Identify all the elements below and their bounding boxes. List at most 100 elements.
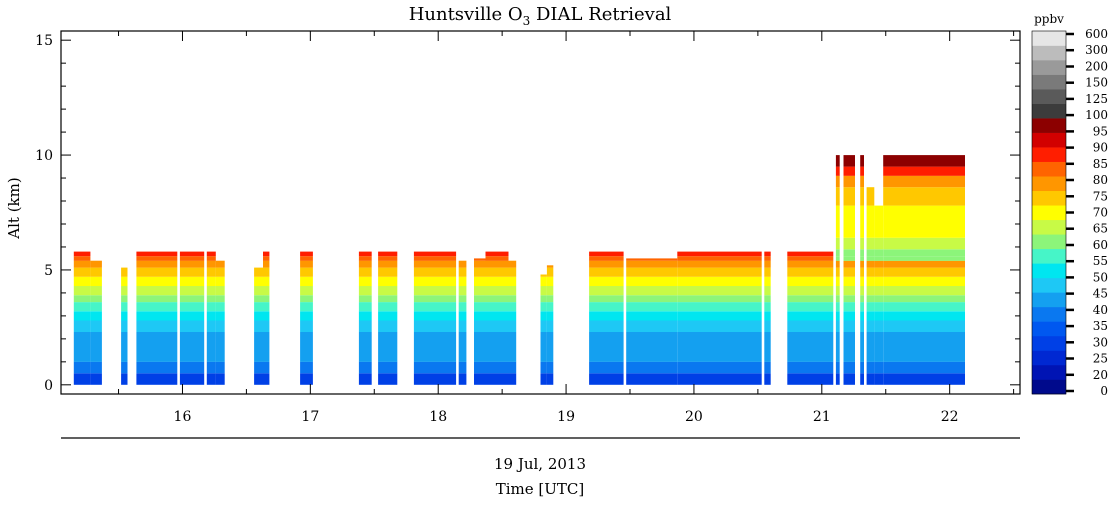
profile-cell: [300, 332, 313, 344]
colorbar-level-label: 600: [1085, 27, 1108, 41]
colorbar-level-label: 100: [1085, 108, 1108, 122]
profile-cell: [866, 260, 875, 268]
profile-cell: [883, 155, 965, 167]
profile-cell: [843, 205, 855, 224]
profile-cell: [121, 311, 128, 321]
profile-cell: [136, 267, 178, 277]
profile-segment: [179, 251, 205, 385]
profile-cell: [263, 260, 270, 268]
profile-cell: [413, 267, 457, 277]
colorbar-swatch: [1032, 147, 1066, 162]
profile-cell: [458, 295, 467, 303]
colorbar-swatch: [1032, 277, 1066, 293]
colorbar-swatch: [1032, 335, 1066, 351]
profile-cell: [474, 311, 486, 321]
profile-cell: [136, 286, 178, 296]
x-tick-label: 20: [685, 409, 703, 425]
profile-cell: [860, 320, 864, 332]
profile-cell: [540, 332, 547, 344]
profile-segment: [358, 251, 372, 385]
profile-cell: [843, 311, 855, 321]
x-tick-label: 21: [813, 409, 831, 425]
profile-cell: [843, 286, 855, 296]
profile-cell: [626, 320, 678, 332]
profile-cell: [485, 267, 509, 277]
profile-cell: [546, 276, 554, 286]
profile-cell: [883, 166, 965, 176]
profile-cell: [90, 276, 102, 286]
profile-cell: [136, 361, 178, 374]
profile-cell: [508, 267, 517, 277]
profile-cell: [121, 343, 128, 362]
profile-cell: [540, 311, 547, 321]
profile-cell: [835, 175, 840, 188]
profile-cell: [90, 320, 102, 332]
profile-segment: [546, 265, 554, 385]
profile-cell: [540, 295, 547, 303]
profile-cell: [378, 295, 398, 303]
profile-cell: [413, 256, 457, 261]
profile-cell: [358, 295, 372, 303]
profile-cell: [883, 267, 965, 277]
profile-cell: [835, 361, 840, 374]
profile-cell: [458, 260, 467, 268]
profile-cell: [677, 256, 762, 261]
colorbar-swatch: [1032, 176, 1066, 192]
profile-cell: [835, 237, 840, 250]
profile-cell: [485, 311, 509, 321]
profile-cell: [90, 295, 102, 303]
profile-cell: [843, 155, 855, 167]
profile-cell: [413, 311, 457, 321]
profile-cell: [860, 286, 864, 296]
profile-cell: [589, 373, 624, 385]
profile-segment: [90, 260, 102, 385]
profile-cell: [835, 267, 840, 277]
profile-cell: [378, 311, 398, 321]
profile-cell: [254, 302, 264, 312]
profile-cell: [378, 276, 398, 286]
profile-cell: [358, 311, 372, 321]
profile-cell: [589, 320, 624, 332]
profile-cell: [358, 251, 372, 257]
profile-cell: [378, 251, 398, 257]
profile-cell: [589, 295, 624, 303]
profile-cell: [626, 302, 678, 312]
profile-cell: [206, 256, 216, 261]
profile-cell: [254, 373, 264, 385]
profile-cell: [787, 251, 834, 257]
profile-cell: [378, 256, 398, 261]
profile-cell: [764, 302, 771, 312]
profile-cell: [136, 320, 178, 332]
profile-cell: [215, 260, 225, 268]
profile-segment: [589, 251, 624, 385]
profile-segment: [458, 260, 467, 385]
profile-segment: [136, 251, 178, 385]
profile-cell: [179, 332, 205, 344]
profile-cell: [254, 311, 264, 321]
profile-cell: [508, 343, 517, 362]
profile-cell: [485, 373, 509, 385]
profile-cell: [677, 286, 762, 296]
profile-cell: [73, 361, 91, 374]
profile-cell: [843, 256, 855, 261]
profile-cell: [206, 320, 216, 332]
profile-cell: [206, 295, 216, 303]
profile-cell: [136, 332, 178, 344]
x-tick-label: 18: [429, 409, 447, 425]
profile-cell: [179, 320, 205, 332]
colorbar-swatch: [1032, 379, 1066, 395]
profile-segment: [73, 251, 91, 385]
colorbar-swatch: [1032, 321, 1066, 337]
profile-cell: [206, 286, 216, 296]
profile-cell: [764, 361, 771, 374]
profile-cell: [677, 260, 762, 268]
profile-segment: [843, 155, 855, 385]
chart-title-subscript: 3: [523, 14, 531, 28]
profile-cell: [677, 276, 762, 286]
profile-cell: [378, 286, 398, 296]
profile-cell: [90, 286, 102, 296]
profile-cell: [206, 267, 216, 277]
profile-cell: [254, 361, 264, 374]
profile-cell: [883, 320, 965, 332]
profile-cell: [73, 276, 91, 286]
